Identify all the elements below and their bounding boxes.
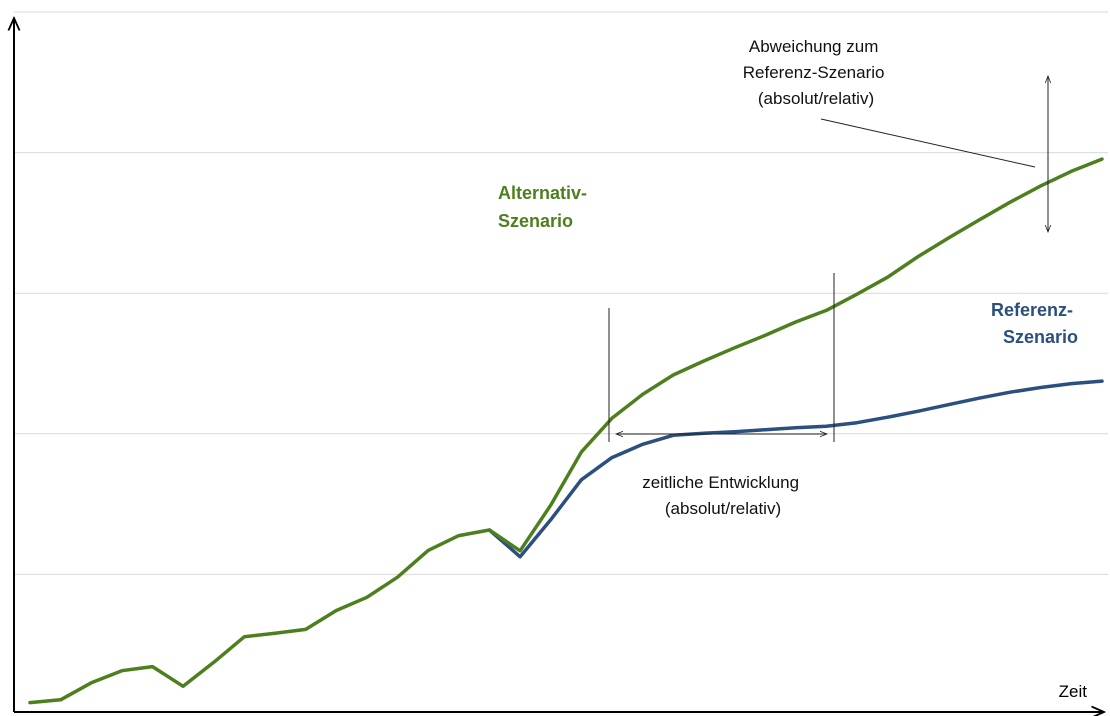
deviation-leader-line xyxy=(820,118,1036,168)
deviation-label-line: Referenz-Szenario xyxy=(743,63,885,82)
referenz-series-label-line: Referenz- xyxy=(991,300,1073,320)
series-layer xyxy=(28,157,1104,705)
referenz-series-label-line: Szenario xyxy=(1003,327,1078,347)
gridlines xyxy=(14,11,1108,575)
temporal-label-line: (absolut/relativ) xyxy=(665,499,781,518)
deviation-label: Abweichung zum Referenz-Szenario (absolu… xyxy=(743,37,889,108)
deviation-label-line: Abweichung zum xyxy=(749,37,878,56)
deviation-label-line: (absolut/relativ) xyxy=(758,89,874,108)
alternativ-series-label: Alternativ- Szenario xyxy=(498,183,592,231)
referenz-szenario-line xyxy=(487,379,1104,559)
alternativ-series-label-line: Szenario xyxy=(498,211,573,231)
alternativ-szenario-line xyxy=(28,157,1104,705)
x-axis-label: Zeit xyxy=(1059,682,1088,701)
temporal-annotation: zeitliche Entwicklung (absolut/relativ) xyxy=(608,273,835,518)
temporal-label: zeitliche Entwicklung (absolut/relativ) xyxy=(642,473,804,518)
deviation-annotation: Abweichung zum Referenz-Szenario (absolu… xyxy=(743,37,1048,232)
referenz-series-label: Referenz- Szenario xyxy=(991,300,1078,347)
alternativ-series-label-line: Alternativ- xyxy=(498,183,587,203)
temporal-label-line: zeitliche Entwicklung xyxy=(642,473,799,492)
